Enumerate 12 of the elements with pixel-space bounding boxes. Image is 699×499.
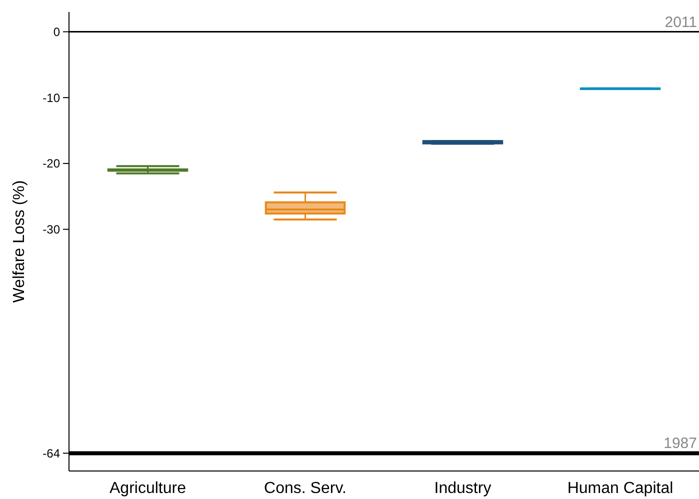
annotation: 1987 <box>664 435 697 452</box>
y-tick-label: -30 <box>42 222 60 237</box>
annotation: 2011 <box>664 14 697 31</box>
y-tick-label: 0 <box>53 24 60 39</box>
x-tick-label: Cons. Serv. <box>264 480 346 497</box>
y-tick-label: -20 <box>42 156 60 171</box>
y-axis-title: Welfare Loss (%) <box>11 180 28 303</box>
y-tick-label: -10 <box>42 90 60 105</box>
x-tick-label: Human Capital <box>567 480 674 497</box>
x-tick-label: Industry <box>434 480 492 497</box>
y-tick-label: -64 <box>42 446 60 460</box>
x-tick-label: Agriculture <box>110 480 186 497</box>
